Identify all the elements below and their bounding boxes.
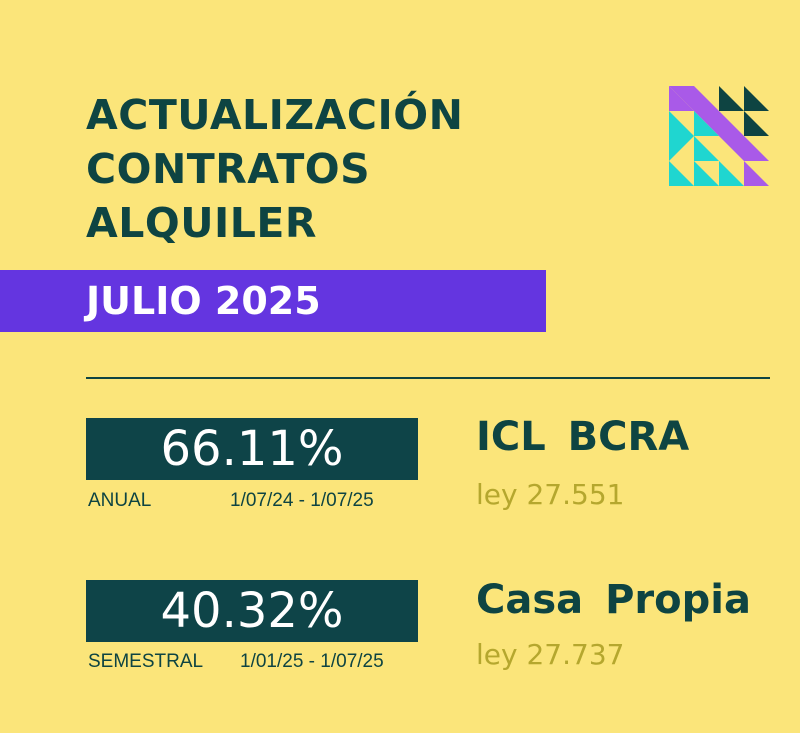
icl-index-name: ICL BCRA — [476, 414, 690, 460]
page-title: ACTUALIZACIÓN CONTRATOS ALQUILER — [86, 88, 463, 250]
casa-propia-date-range: 1/01/25 - 1/07/25 — [240, 651, 384, 672]
casa-propia-index-name: Casa Propia — [476, 577, 751, 623]
triangle-grid-logo-icon — [669, 86, 769, 186]
month-banner: JULIO 2025 — [0, 270, 546, 332]
divider — [86, 377, 770, 379]
icl-date-range: 1/07/24 - 1/07/25 — [230, 490, 374, 511]
month-label: JULIO 2025 — [86, 279, 321, 323]
icl-period-label: ANUAL — [88, 490, 152, 511]
title-line-3: ALQUILER — [86, 199, 317, 247]
icl-law: ley 27.551 — [476, 478, 625, 511]
casa-propia-value-box: 40.32% — [86, 580, 418, 642]
casa-propia-period-label: SEMESTRAL — [88, 651, 204, 672]
casa-propia-law: ley 27.737 — [476, 638, 625, 671]
icl-value-box: 66.11% — [86, 418, 418, 480]
title-line-2: CONTRATOS — [86, 145, 371, 193]
title-line-1: ACTUALIZACIÓN — [86, 91, 464, 139]
